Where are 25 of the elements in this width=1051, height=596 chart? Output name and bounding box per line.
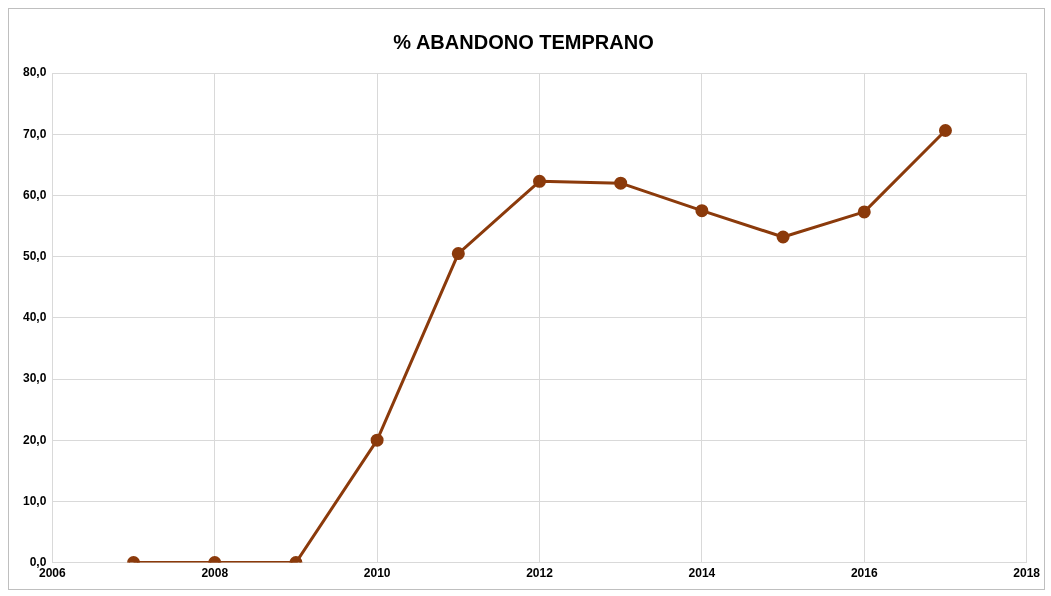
y-tick-label: 0,0 xyxy=(29,554,47,569)
x-tick-label: 2016 xyxy=(850,566,878,581)
point xyxy=(370,433,384,447)
point xyxy=(695,204,709,218)
x-tick-label: 2010 xyxy=(363,566,391,581)
x-tick-label: 2018 xyxy=(1013,566,1041,581)
y-tick-label: 20,0 xyxy=(23,432,47,447)
point xyxy=(451,247,465,261)
y-tick-label: 40,0 xyxy=(23,310,47,325)
x-tick-label: 2014 xyxy=(688,566,716,581)
point xyxy=(857,205,871,219)
y-tick-label: 70,0 xyxy=(23,126,47,141)
x-tick-label: 2012 xyxy=(526,566,554,581)
x-tick-label: 2006 xyxy=(39,566,67,581)
point xyxy=(614,176,628,190)
y-tick-label: 10,0 xyxy=(23,493,47,508)
x-tick-label: 2008 xyxy=(201,566,229,581)
y-tick-label: 50,0 xyxy=(23,248,47,263)
y-tick-label: 60,0 xyxy=(23,187,47,202)
y-tick-label: 30,0 xyxy=(23,371,47,386)
y-tick-label: 80,0 xyxy=(23,65,47,80)
point xyxy=(776,230,790,244)
point xyxy=(938,124,952,138)
point xyxy=(533,174,546,188)
chart-title: % ABANDONO TEMPRANO xyxy=(393,30,654,53)
